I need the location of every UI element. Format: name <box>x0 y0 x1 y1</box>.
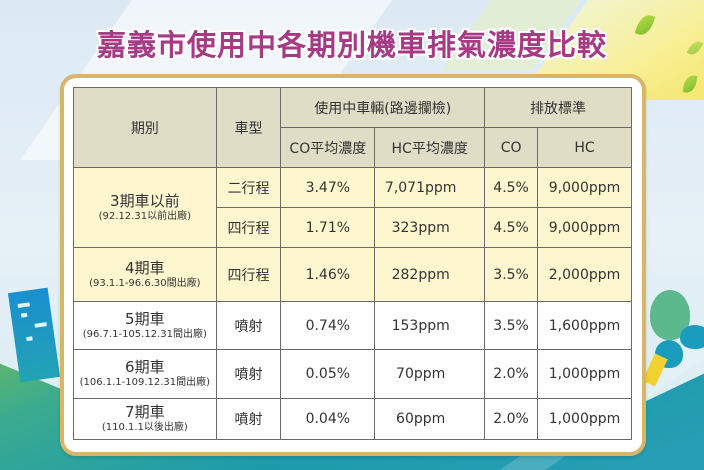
header-vehicle-type: 車型 <box>215 87 282 168</box>
hc-average-cell: 323ppm <box>374 207 486 248</box>
hc-average-cell: 70ppm <box>374 349 486 399</box>
table-row: 四行程 1.71% 323ppm 4.5% 9,000ppm <box>74 207 632 248</box>
standard-co-cell: 3.5% <box>484 301 539 350</box>
hc-average-cell: 60ppm <box>374 398 486 440</box>
vehicle-type-cell: 噴射 <box>215 398 282 440</box>
hc-average-cell: 153ppm <box>374 301 486 350</box>
tree-icon <box>680 325 704 349</box>
period-name: 5期車 <box>125 309 165 328</box>
period-dates: (93.1.1-96.6.30間出廠) <box>89 277 201 289</box>
table-row: 3期車以前 (92.12.31以前出廠) 二行程 3.47% 7,071ppm … <box>73 167 632 248</box>
hc-average-cell: 282ppm <box>374 247 486 302</box>
vehicle-type-cell: 二行程 <box>215 167 282 208</box>
co-average-cell: 0.04% <box>280 398 376 440</box>
header-in-use-vehicles: 使用中車輛(路邊攔檢) <box>280 87 486 128</box>
standard-co-cell: 2.0% <box>484 349 539 399</box>
header-standard-co: CO <box>484 127 539 168</box>
vehicle-type-cell: 噴射 <box>215 349 282 399</box>
period-dates: (96.7.1-105.12.31間出廠) <box>82 328 207 340</box>
standard-hc-cell: 1,600ppm <box>537 301 632 350</box>
standard-co-cell: 3.5% <box>484 247 539 302</box>
period-cell: 7期車 (110.1.1以後出廠) <box>73 398 217 440</box>
co-average-cell: 0.05% <box>280 349 376 399</box>
building-icon <box>7 287 61 383</box>
co-average-cell: 1.46% <box>280 247 376 302</box>
header-period: 期別 <box>73 87 217 168</box>
table-row: 7期車 (110.1.1以後出廠) 噴射 0.04% 60ppm 2.0% 1,… <box>73 398 632 440</box>
standard-hc-cell: 9,000ppm <box>537 167 632 208</box>
emission-comparison-table: 期別 車型 使用中車輛(路邊攔檢) 排放標準 CO平均濃度 HC平均濃度 CO … <box>73 87 632 440</box>
period-cell: 4期車 (93.1.1-96.6.30間出廠) <box>73 247 217 302</box>
period-cell: 6期車 (106.1.1-109.12.31間出廠) <box>73 349 217 399</box>
standard-co-cell: 4.5% <box>484 207 539 248</box>
header-emission-standard: 排放標準 <box>484 87 632 128</box>
standard-hc-cell: 2,000ppm <box>537 247 632 302</box>
vehicle-type-cell: 四行程 <box>215 247 282 302</box>
co-average-cell: 0.74% <box>280 301 376 350</box>
co-average-cell: 1.71% <box>280 207 376 248</box>
period-cell: 3期車以前 (92.12.31以前出廠) <box>73 167 217 248</box>
table-row: 5期車 (96.7.1-105.12.31間出廠) 噴射 0.74% 153pp… <box>73 301 632 350</box>
co-average-cell: 3.47% <box>280 167 376 208</box>
page-title: 嘉義市使用中各期別機車排氣濃度比較 <box>96 28 607 62</box>
standard-hc-cell: 9,000ppm <box>537 207 632 248</box>
table-row: 4期車 (93.1.1-96.6.30間出廠) 四行程 1.46% 282ppm… <box>73 247 632 302</box>
period-name: 3期車以前 <box>110 191 180 210</box>
standard-co-cell: 2.0% <box>484 398 539 440</box>
standard-hc-cell: 1,000ppm <box>537 398 632 440</box>
period-dates: (106.1.1-109.12.31間出廠) <box>79 377 211 388</box>
period-name: 7期車 <box>125 403 165 421</box>
vehicle-type-cell: 四行程 <box>215 207 282 248</box>
period-dates: (92.12.31以前出廠) <box>98 210 191 222</box>
table-row: 6期車 (106.1.1-109.12.31間出廠) 噴射 0.05% 70pp… <box>73 349 632 399</box>
header-hc-average: HC平均濃度 <box>374 127 486 168</box>
header-standard-hc: HC <box>537 127 632 168</box>
vehicle-type-cell: 噴射 <box>215 301 282 350</box>
period-name: 4期車 <box>125 258 165 277</box>
standard-co-cell: 4.5% <box>484 167 539 208</box>
period-cell: 5期車 (96.7.1-105.12.31間出廠) <box>73 301 217 350</box>
header-co-average: CO平均濃度 <box>280 127 376 168</box>
standard-hc-cell: 1,000ppm <box>537 349 632 399</box>
period-dates: (110.1.1以後出廠) <box>101 422 188 433</box>
period-name: 6期車 <box>125 358 165 376</box>
hc-average-cell: 7,071ppm <box>374 167 486 208</box>
